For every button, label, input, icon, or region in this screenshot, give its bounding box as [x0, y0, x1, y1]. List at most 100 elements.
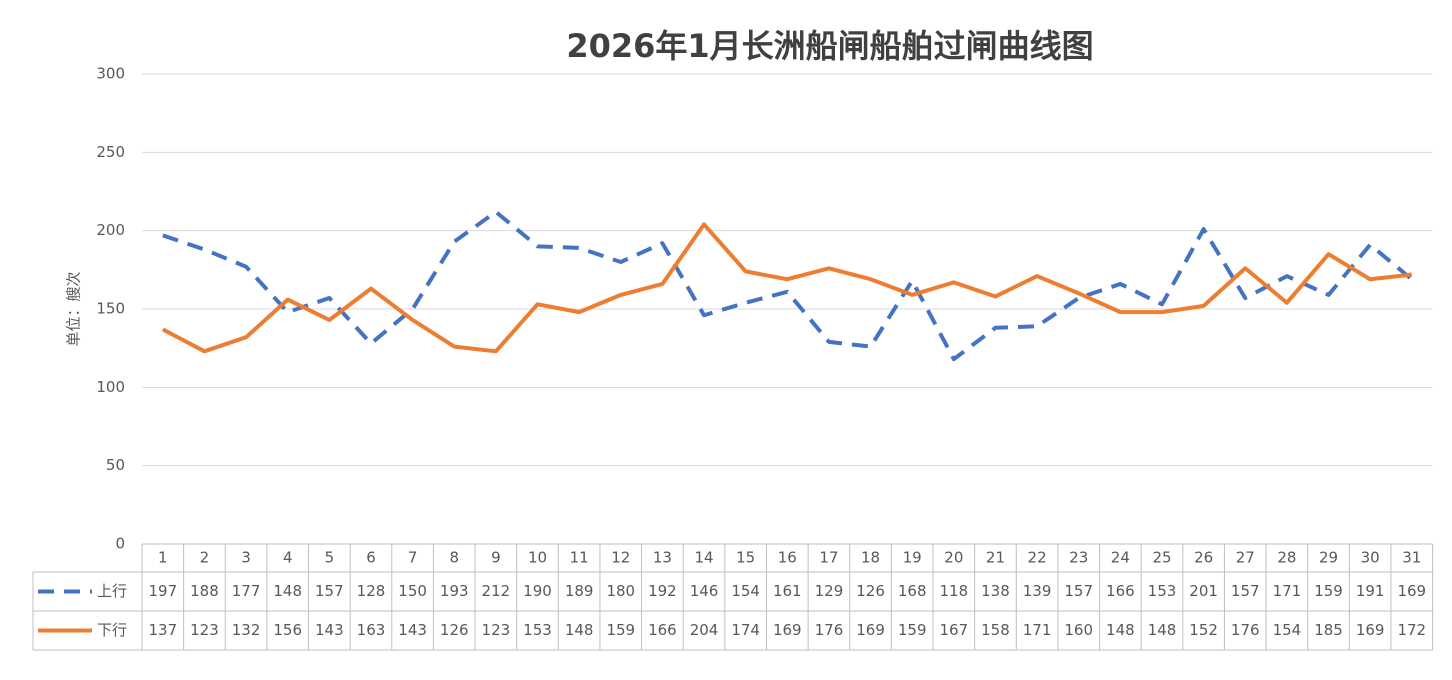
table-value: 176 [1231, 621, 1260, 639]
table-value: 159 [1314, 582, 1343, 600]
x-tick-label: 19 [903, 549, 922, 567]
x-tick-label: 10 [528, 549, 547, 567]
table-value: 154 [1273, 621, 1302, 639]
legend-label: 下行 [97, 621, 127, 639]
table-value: 166 [648, 621, 677, 639]
x-tick-label: 3 [241, 549, 251, 567]
table-value: 146 [690, 582, 719, 600]
x-tick-label: 25 [1152, 549, 1171, 567]
y-tick-label: 100 [96, 378, 125, 396]
table-value: 132 [232, 621, 261, 639]
x-tick-label: 28 [1277, 549, 1296, 567]
table-value: 138 [981, 582, 1010, 600]
table-value: 143 [398, 621, 427, 639]
table-value: 154 [731, 582, 760, 600]
x-tick-label: 4 [283, 549, 293, 567]
table-value: 128 [357, 582, 386, 600]
table-value: 163 [357, 621, 386, 639]
legend-label: 上行 [97, 582, 127, 600]
table-value: 153 [1148, 582, 1177, 600]
table-value: 148 [1106, 621, 1135, 639]
table-value: 168 [898, 582, 927, 600]
x-tick-label: 24 [1111, 549, 1130, 567]
table-value: 185 [1314, 621, 1343, 639]
table-value: 177 [232, 582, 261, 600]
table-value: 126 [856, 582, 885, 600]
series-line [161, 222, 1413, 354]
table-value: 191 [1356, 582, 1385, 600]
table-value: 190 [523, 582, 552, 600]
x-tick-label: 17 [819, 549, 838, 567]
table-value: 160 [1064, 621, 1093, 639]
table-value: 169 [773, 621, 802, 639]
table-value: 174 [731, 621, 760, 639]
x-tick-label: 23 [1069, 549, 1088, 567]
y-tick-label: 50 [106, 456, 125, 474]
table-value: 159 [898, 621, 927, 639]
table-value: 188 [190, 582, 219, 600]
table-value: 169 [1356, 621, 1385, 639]
table-value: 118 [940, 582, 969, 600]
table-value: 123 [190, 621, 219, 639]
table-value: 148 [565, 621, 594, 639]
chart-title: 2026年1月长洲船闸船舶过闸曲线图 [566, 27, 1093, 65]
x-tick-label: 18 [861, 549, 880, 567]
table-value: 157 [315, 582, 344, 600]
x-tick-label: 31 [1402, 549, 1421, 567]
table-value: 157 [1064, 582, 1093, 600]
table-value: 169 [856, 621, 885, 639]
table-value: 171 [1023, 621, 1052, 639]
table-value: 158 [981, 621, 1010, 639]
x-tick-label: 5 [325, 549, 335, 567]
y-axis-label: 单位：艘次 [65, 271, 83, 346]
y-tick-label: 300 [96, 65, 125, 83]
x-tick-label: 27 [1236, 549, 1255, 567]
table-value: 148 [1148, 621, 1177, 639]
x-tick-label: 14 [694, 549, 713, 567]
y-tick-label: 250 [96, 143, 125, 161]
table-value: 193 [440, 582, 469, 600]
x-tick-label: 13 [653, 549, 672, 567]
table-value: 153 [523, 621, 552, 639]
x-tick-label: 15 [736, 549, 755, 567]
x-tick-label: 21 [986, 549, 1005, 567]
y-tick-label: 150 [96, 300, 125, 318]
table-value: 197 [148, 582, 177, 600]
table-value: 180 [606, 582, 635, 600]
table-value: 152 [1189, 621, 1218, 639]
x-tick-label: 2 [200, 549, 210, 567]
table-value: 143 [315, 621, 344, 639]
table-value: 172 [1397, 621, 1426, 639]
table-value: 161 [773, 582, 802, 600]
x-tick-label: 30 [1361, 549, 1380, 567]
table-value: 123 [482, 621, 511, 639]
table-value: 156 [273, 621, 302, 639]
table-value: 169 [1397, 582, 1426, 600]
table-value: 171 [1273, 582, 1302, 600]
x-tick-label: 7 [408, 549, 418, 567]
x-tick-label: 29 [1319, 549, 1338, 567]
x-tick-label: 16 [778, 549, 797, 567]
table-value: 157 [1231, 582, 1260, 600]
table-value: 150 [398, 582, 427, 600]
table-value: 167 [940, 621, 969, 639]
x-tick-label: 11 [570, 549, 589, 567]
x-tick-label: 8 [449, 549, 459, 567]
table-value: 189 [565, 582, 594, 600]
table-value: 139 [1023, 582, 1052, 600]
x-tick-label: 1 [158, 549, 168, 567]
y-tick-label: 200 [96, 221, 125, 239]
x-tick-label: 9 [491, 549, 501, 567]
series-line [162, 209, 1414, 362]
table-value: 148 [273, 582, 302, 600]
table-value: 129 [815, 582, 844, 600]
x-tick-label: 20 [944, 549, 963, 567]
x-tick-label: 12 [611, 549, 630, 567]
table-value: 192 [648, 582, 677, 600]
table-value: 166 [1106, 582, 1135, 600]
table-value: 159 [606, 621, 635, 639]
table-value: 126 [440, 621, 469, 639]
y-tick-label: 0 [115, 535, 125, 553]
table-value: 176 [815, 621, 844, 639]
